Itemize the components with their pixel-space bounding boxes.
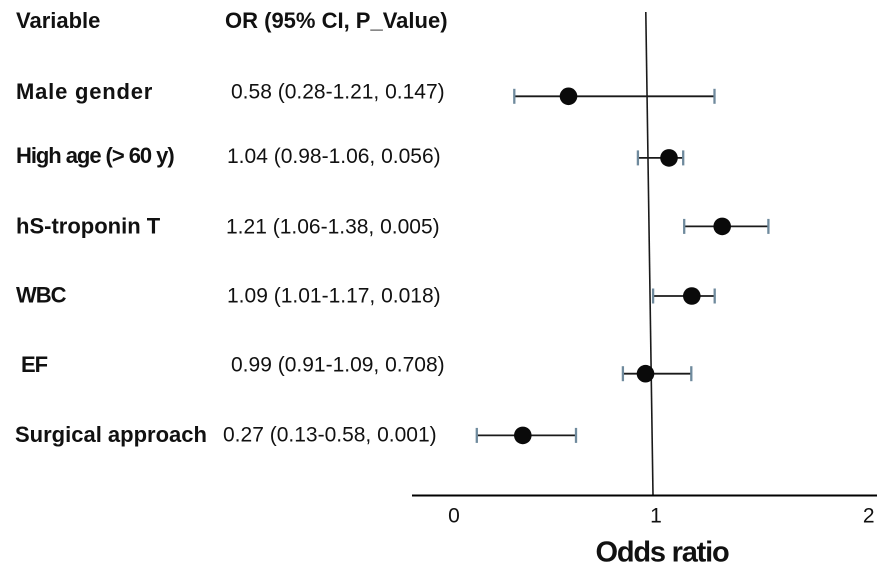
svg-text:1.21 (1.06-1.38, 0.005): 1.21 (1.06-1.38, 0.005): [226, 215, 440, 238]
svg-text:2: 2: [863, 505, 875, 528]
svg-text:Variable: Variable: [16, 8, 100, 33]
svg-text:0: 0: [448, 505, 460, 528]
svg-text:Odds ratio: Odds ratio: [595, 537, 728, 569]
svg-text:Male gender: Male gender: [16, 79, 153, 104]
svg-text:0.27 (0.13-0.58, 0.001): 0.27 (0.13-0.58, 0.001): [223, 423, 437, 446]
svg-text:1.04 (0.98-1.06, 0.056): 1.04 (0.98-1.06, 0.056): [227, 145, 441, 168]
svg-text:0.58 (0.28-1.21, 0.147): 0.58 (0.28-1.21, 0.147): [231, 81, 445, 104]
svg-text:hS-troponin T: hS-troponin T: [16, 213, 161, 238]
svg-text:1.09 (1.01-1.17, 0.018): 1.09 (1.01-1.17, 0.018): [227, 285, 441, 308]
svg-text:High age (> 60 y): High age (> 60 y): [16, 143, 174, 168]
svg-text:Surgical approach: Surgical approach: [15, 422, 207, 447]
svg-text:WBC: WBC: [16, 283, 67, 308]
svg-text:OR (95% CI, P_Value): OR (95% CI, P_Value): [225, 8, 448, 33]
svg-text:1: 1: [650, 505, 662, 528]
svg-text:EF: EF: [21, 352, 48, 377]
svg-text:0.99 (0.91-1.09, 0.708): 0.99 (0.91-1.09, 0.708): [231, 354, 445, 377]
